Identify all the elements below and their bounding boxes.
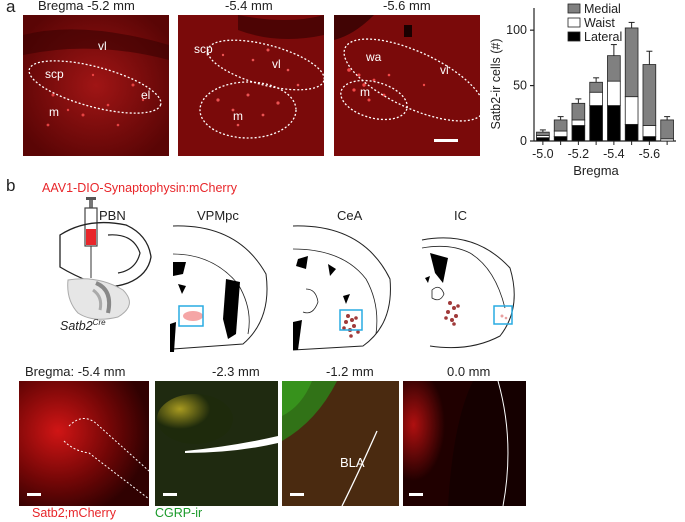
- x-tick-label: -5.2: [568, 147, 590, 161]
- legend-cgrp-ir: CGRP-ir: [155, 506, 203, 520]
- bar-segment-lateral: [607, 105, 621, 142]
- bar-segment-medial: [589, 81, 603, 93]
- panel-letter-a: a: [6, 0, 16, 16]
- bar-segment-medial: [624, 27, 639, 98]
- region-label: m: [49, 105, 59, 119]
- legend-swatch: [567, 17, 581, 28]
- image-title-2: -5.4 mm: [225, 0, 273, 13]
- bar-segment-waist: [553, 130, 568, 137]
- bar-segment-lateral: [624, 123, 639, 142]
- legend-swatch: [567, 3, 581, 14]
- image-title-3: -5.6 mm: [383, 0, 431, 13]
- y-tick-label: 50: [513, 79, 527, 93]
- region-label: el: [141, 88, 151, 102]
- bar-segment-lateral: [553, 136, 568, 142]
- bar-segment-lateral: [589, 105, 603, 142]
- target-label-ic: IC: [454, 208, 467, 223]
- mouse-line-label: Satb2Cre: [60, 318, 106, 334]
- virus-label: AAV1-DIO-Synaptophysin:mCherry: [42, 181, 237, 195]
- bar-segment-waist: [642, 125, 657, 137]
- bottom-title-4: 0.0 mm: [447, 364, 491, 379]
- region-label: m: [233, 109, 243, 123]
- region-label: vl: [98, 39, 107, 53]
- coronal-section-cea: [292, 225, 391, 351]
- micrograph-ic: [403, 381, 526, 506]
- micrograph-bregma-5-2: vl scp el m: [23, 15, 169, 156]
- coronal-section-vpmpc: [170, 225, 268, 352]
- chart-bars: [536, 21, 674, 142]
- bottom-title-1: Bregma: -5.4 mm: [25, 364, 126, 379]
- bar-segment-lateral: [642, 136, 657, 142]
- region-label: m: [360, 85, 370, 99]
- chart-axes: 0 50 100 -5.0 -5.2 -5.4 -5.6: [506, 8, 676, 161]
- y-axis-label: Satb2-ir cells (#): [489, 39, 503, 130]
- legend-swatch: [567, 31, 581, 42]
- image-title-1: Bregma -5.2 mm: [38, 0, 135, 13]
- micrograph-pbn: [19, 381, 149, 506]
- legend-label: Lateral: [584, 30, 622, 44]
- bar-segment-waist: [589, 91, 603, 106]
- panel-letter-b: b: [6, 176, 16, 195]
- x-tick-label: -5.6: [639, 147, 661, 161]
- micrograph-vpmpc: [155, 381, 278, 506]
- injection-site-label: PBN: [99, 208, 126, 223]
- bar-segment-medial: [607, 55, 621, 82]
- region-label: scp: [194, 42, 213, 56]
- region-label: vl: [272, 57, 281, 71]
- legend-label: Medial: [584, 2, 621, 16]
- bar-segment-waist: [624, 96, 639, 125]
- target-label-cea: CeA: [337, 208, 363, 223]
- y-tick-label: 0: [520, 134, 527, 148]
- legend-label: Waist: [584, 16, 615, 30]
- region-label-bla: BLA: [340, 455, 365, 470]
- x-tick-label: -5.0: [532, 147, 554, 161]
- micrograph-cea: BLA: [282, 381, 399, 506]
- micrograph-bregma-5-4: scp vl m: [178, 15, 324, 156]
- bottom-title-3: -1.2 mm: [326, 364, 374, 379]
- micrograph-bregma-5-6: wa vl m: [334, 15, 480, 156]
- satb2-bar-chart: 0 50 100 -5.0 -5.2 -5.4 -5.6 Satb2-ir cells (#…: [489, 2, 676, 178]
- bar-segment-medial: [571, 102, 586, 121]
- bar-segment-medial: [536, 131, 550, 136]
- bar-segment-waist: [607, 80, 621, 106]
- syringe-icon: [84, 197, 98, 278]
- region-label: scp: [45, 67, 64, 81]
- y-tick-label: 100: [506, 23, 527, 37]
- bottom-title-2: -2.3 mm: [212, 364, 260, 379]
- bar-segment-medial: [642, 64, 657, 126]
- bar-segment-lateral: [571, 125, 586, 142]
- legend-satb2-mcherry: Satb2;mCherry: [32, 506, 117, 520]
- target-label-vpmpc: VPMpc: [197, 208, 239, 223]
- x-tick-label: -5.4: [603, 147, 625, 161]
- bar-segment-medial: [553, 119, 568, 132]
- bar-segment-waist: [571, 119, 586, 126]
- bar-segment-lateral: [536, 137, 550, 142]
- region-label: wa: [366, 50, 382, 64]
- region-label: vl: [440, 63, 449, 77]
- x-axis-label: Bregma: [573, 163, 619, 178]
- bar-segment-medial: [660, 119, 674, 140]
- coronal-section-ic: [421, 237, 515, 349]
- sagittal-brain-schematic: [59, 197, 152, 320]
